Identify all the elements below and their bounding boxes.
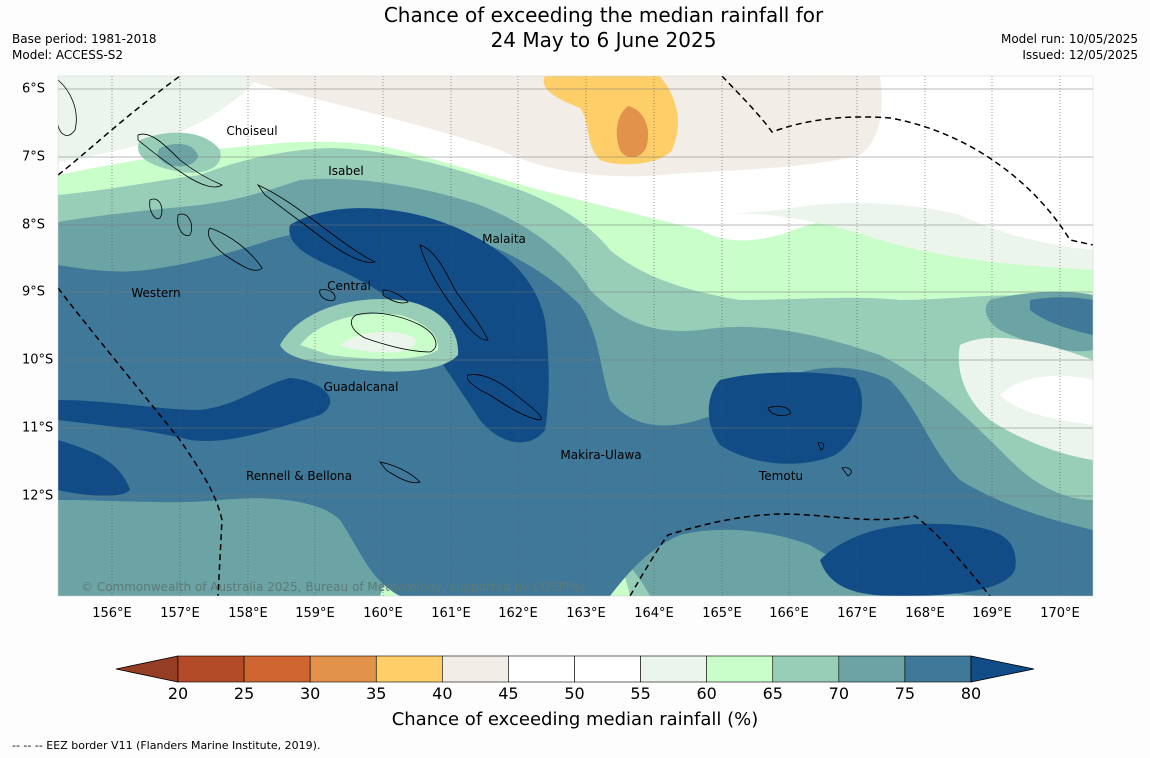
- colorbar-cell: [640, 655, 707, 683]
- map-title: Chance of exceeding the median rainfall …: [0, 3, 1150, 53]
- longitude-label: 170°E: [1040, 606, 1080, 621]
- colorbar-tick-label: 25: [233, 684, 255, 703]
- longitude-label: 168°E: [905, 606, 945, 621]
- contour-80-plus-west: [58, 378, 331, 441]
- model-name: Model: ACCESS-S2: [12, 48, 124, 62]
- colorbar-cell: [574, 655, 641, 683]
- colorbar-cell: [243, 655, 311, 683]
- issued-date: Issued: 12/05/2025: [1022, 48, 1138, 62]
- longitude-label: 162°E: [498, 606, 538, 621]
- region-label: Makira-Ulawa: [560, 448, 642, 462]
- colorbar-tick-label: 35: [366, 684, 387, 703]
- longitude-label: 159°E: [295, 606, 335, 621]
- colorbar-tick-label: 40: [432, 684, 453, 703]
- region-label: Central: [327, 279, 371, 293]
- latitude-label: 12°S: [22, 488, 54, 504]
- base-period: Base period: 1981-2018: [12, 32, 157, 46]
- map-frame: [57, 75, 1094, 597]
- model-run: Model run: 10/05/2025: [1000, 32, 1138, 46]
- island-outlines: [58, 79, 852, 484]
- longitude-label: 157°E: [160, 606, 200, 621]
- contour-30-35: [616, 106, 649, 158]
- colorbar-cell: [177, 655, 245, 683]
- colorbar-tick-label: 30: [299, 684, 321, 703]
- meta-left: Base period: 1981-2018 Model: ACCESS-S2: [12, 31, 157, 63]
- eez-border: [58, 76, 1093, 596]
- region-label: Malaita: [482, 232, 526, 246]
- region-label: Rennell & Bellona: [245, 469, 353, 483]
- latitude-label: 7°S: [22, 149, 46, 165]
- meta-right: Model run: 10/05/2025 Issued: 12/05/2025: [1001, 31, 1138, 63]
- colorbar: [115, 655, 1035, 683]
- contour-80-plus-southeast: [820, 523, 1016, 596]
- colorbar-cell: [375, 655, 443, 683]
- longitude-label: 169°E: [972, 606, 1012, 621]
- colorbar-cell: [772, 655, 840, 683]
- latitude-label: 6°S: [22, 81, 46, 97]
- longitude-label: 165°E: [702, 606, 742, 621]
- latitude-label: 9°S: [22, 284, 46, 300]
- colorbar-tick-label: 50: [564, 684, 585, 703]
- title-line1: Chance of exceeding the median rainfall …: [383, 3, 824, 27]
- longitude-label: 164°E: [634, 606, 674, 621]
- latitude-lines: [58, 88, 1093, 497]
- contour-80-plus-temotu: [708, 372, 863, 464]
- colorbar-cell: [508, 655, 575, 683]
- colorbar-tick-label: 20: [167, 684, 189, 703]
- colorbar-tick-label: 60: [696, 684, 717, 703]
- colorbar-cell: [309, 655, 377, 683]
- colorbar-cell: [838, 655, 906, 683]
- colorbar-cell: [706, 655, 774, 683]
- latitude-label: 11°S: [22, 420, 54, 436]
- colorbar-tick-label: 70: [828, 684, 850, 703]
- region-label: Guadalcanal: [323, 380, 399, 394]
- longitude-label: 160°E: [363, 606, 403, 621]
- colorbar-label: Chance of exceeding median rainfall (%): [391, 709, 759, 730]
- colorbar-cell: [442, 655, 509, 683]
- colorbar-tick-label: 75: [894, 684, 916, 703]
- contour-40-45: [240, 76, 882, 177]
- region-label: Choiseul: [226, 124, 278, 138]
- contour-55-60-north: [58, 76, 260, 162]
- region-label: Western: [131, 286, 181, 300]
- colorbar-under-triangle: [115, 655, 179, 683]
- map-contours: [58, 76, 1093, 596]
- longitude-label: 163°E: [566, 606, 606, 621]
- colorbar-cell: [904, 655, 972, 683]
- region-label: Temotu: [758, 469, 804, 483]
- longitude-label: 167°E: [837, 606, 877, 621]
- eez-footnote: -- -- -- EEZ border V11 (Flanders Marine…: [12, 739, 321, 752]
- contour-50-55-east-south: [1000, 375, 1093, 425]
- title-line2: 24 May to 6 June 2025: [490, 28, 717, 52]
- region-label: Isabel: [328, 164, 364, 178]
- colorbar-over-triangle: [970, 655, 1035, 683]
- colorbar-tick-label: 80: [960, 684, 982, 703]
- colorbar-tick-label: 45: [498, 684, 519, 703]
- colorbar-tick-label: 65: [762, 684, 783, 703]
- contour-55-60-east: [720, 203, 1093, 270]
- contour-70-75-choiseul: [157, 143, 198, 167]
- longitude-label: 158°E: [228, 606, 268, 621]
- longitude-label: 156°E: [92, 606, 132, 621]
- colorbar-tick-label: 55: [630, 684, 651, 703]
- longitude-label: 166°E: [769, 606, 809, 621]
- longitude-label: 161°E: [431, 606, 471, 621]
- latitude-label: 8°S: [22, 217, 46, 233]
- latitude-label: 10°S: [22, 352, 54, 368]
- copyright-notice: © Commonwealth of Australia 2025, Bureau…: [81, 580, 587, 594]
- contour-75-80-east: [1030, 297, 1093, 335]
